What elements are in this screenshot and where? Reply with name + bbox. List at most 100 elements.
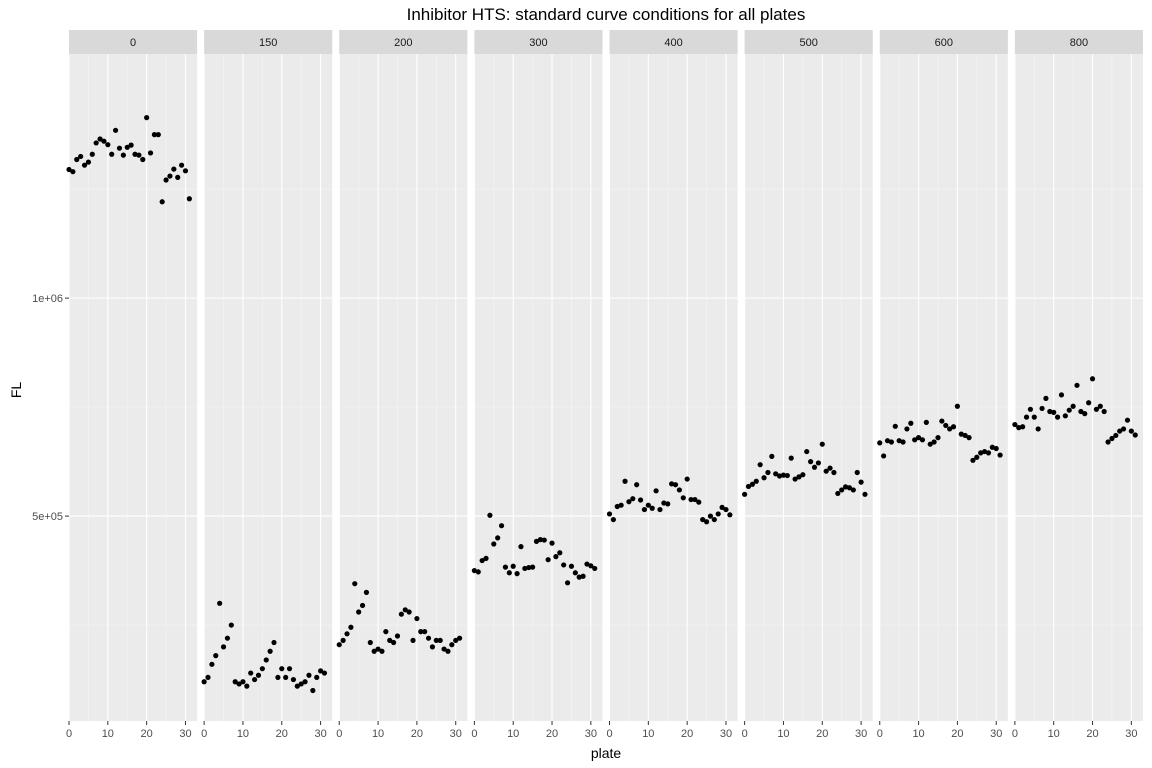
data-point: [340, 637, 346, 643]
data-point: [483, 555, 489, 561]
data-point: [858, 479, 864, 485]
data-point: [348, 624, 354, 630]
data-point: [359, 602, 366, 609]
data-point: [267, 648, 273, 654]
data-point: [151, 132, 158, 138]
data-point: [244, 683, 250, 689]
data-point: [275, 674, 281, 681]
data-point: [776, 473, 783, 479]
data-point: [1027, 406, 1034, 412]
facet-strip-label: 300: [529, 37, 547, 49]
data-point: [808, 459, 814, 465]
x-tick-label: 10: [642, 728, 654, 740]
data-point: [306, 672, 312, 678]
data-point: [402, 607, 408, 613]
x-tick-label: 20: [411, 728, 423, 740]
data-point: [719, 504, 725, 510]
data-point: [723, 506, 729, 513]
x-tick-label: 20: [1086, 728, 1098, 740]
facet-strip: [69, 30, 198, 54]
data-point: [375, 646, 381, 652]
data-point: [498, 523, 505, 529]
data-point: [680, 495, 686, 501]
data-point: [1035, 426, 1041, 432]
data-point: [1023, 414, 1030, 420]
data-point: [502, 564, 509, 570]
data-point: [584, 561, 590, 567]
data-point: [120, 152, 126, 158]
data-point: [676, 487, 682, 493]
data-point: [533, 538, 540, 544]
data-point: [310, 687, 316, 694]
data-point: [263, 657, 269, 663]
data-point: [622, 478, 628, 484]
data-point: [283, 674, 289, 681]
data-point: [881, 453, 887, 459]
data-point: [367, 639, 373, 646]
data-point: [618, 502, 624, 508]
x-tick-label: 0: [877, 728, 883, 740]
data-point: [1113, 432, 1119, 439]
data-point: [696, 499, 702, 505]
data-point: [240, 679, 246, 685]
data-point: [228, 622, 234, 628]
x-tick-label: 30: [855, 728, 867, 740]
data-point: [915, 435, 922, 441]
data-point: [167, 173, 173, 179]
data-point: [985, 450, 992, 456]
data-point: [537, 537, 543, 543]
data-point: [232, 679, 238, 685]
data-point: [564, 580, 571, 586]
x-tick-label: 0: [606, 728, 612, 740]
data-point: [286, 666, 293, 672]
x-tick-label: 0: [336, 728, 342, 740]
data-point: [970, 457, 976, 463]
data-point: [371, 648, 377, 654]
data-point: [93, 140, 99, 146]
data-point: [1082, 411, 1088, 417]
data-point: [908, 420, 914, 426]
data-point: [155, 132, 161, 138]
data-point: [1031, 414, 1037, 420]
data-point: [950, 424, 957, 430]
x-tick-label: 0: [1012, 728, 1018, 740]
data-point: [217, 600, 223, 606]
data-point: [672, 482, 679, 488]
data-point: [1016, 425, 1022, 431]
data-point: [147, 150, 154, 156]
data-point: [406, 609, 412, 615]
data-point: [549, 540, 555, 546]
data-point: [541, 537, 547, 543]
facet-strip-label: 400: [664, 37, 682, 49]
data-point: [220, 644, 227, 650]
data-point: [819, 441, 825, 447]
data-point: [1074, 382, 1080, 388]
data-point: [352, 581, 358, 587]
data-point: [862, 491, 868, 497]
data-point: [703, 519, 710, 525]
data-point: [931, 439, 937, 445]
x-tick-label: 0: [201, 728, 207, 740]
data-point: [271, 639, 277, 646]
data-point: [707, 513, 714, 519]
data-point: [279, 666, 285, 672]
x-tick-label: 10: [507, 728, 519, 740]
data-point: [700, 516, 706, 523]
data-point: [1047, 408, 1053, 415]
data-point: [1078, 408, 1084, 415]
data-point: [1058, 392, 1065, 398]
x-tick-label: 20: [951, 728, 963, 740]
data-point: [939, 418, 945, 424]
data-point: [1070, 403, 1076, 409]
data-point: [773, 471, 779, 477]
facet-panel-600: 600 0 10 20 30: [877, 30, 1008, 740]
data-point: [800, 472, 806, 478]
data-point: [954, 403, 961, 409]
x-tick-label: 20: [681, 728, 693, 740]
data-point: [1039, 405, 1045, 412]
data-point: [761, 475, 767, 481]
data-point: [441, 646, 447, 652]
data-point: [1105, 439, 1111, 445]
facet-panel-800: 800 0 10 20 30: [1012, 30, 1143, 740]
